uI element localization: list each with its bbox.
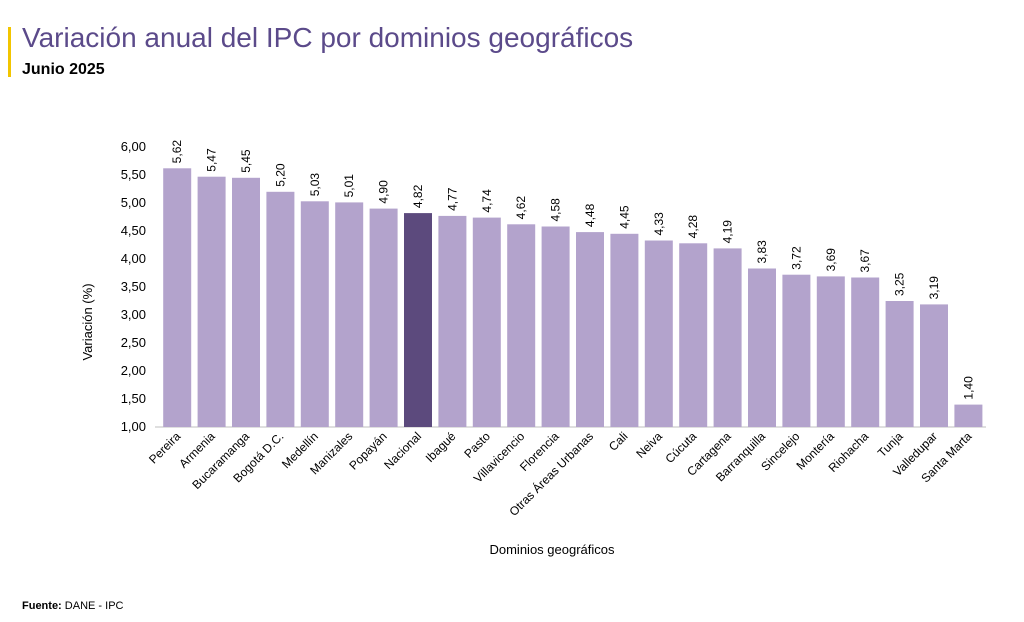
bar [232,177,260,427]
data-labels: 5,62 5,47 5,45 5,20 5,03 5,01 4,90 4,82 4,77 4,74… [170,140,975,400]
bar-value-label: 4,77 [445,187,459,211]
bar [851,277,880,427]
bar [576,232,604,427]
x-tick-label: Cali [606,429,631,454]
bar-value-label: 3,69 [824,248,838,272]
bar [197,176,226,427]
bar-value-label: 5,47 [205,148,219,172]
x-tick-label: Tunja [875,429,906,460]
bar-value-label: 4,82 [411,184,425,208]
title-accent-bar [8,27,11,77]
bar-value-label: 4,62 [514,196,528,220]
bar [610,233,639,427]
bar [713,248,742,427]
bar-value-label: 5,01 [342,174,356,198]
bar-value-label: 3,83 [755,240,769,264]
bar-value-label: 5,45 [239,149,253,173]
bar-value-label: 3,19 [927,276,941,300]
bar-value-label: 4,90 [377,180,391,204]
y-tick-label: 5,50 [121,167,146,182]
source-value: DANE - IPC [64,600,124,612]
bar [782,274,811,427]
bar-value-label: 3,25 [893,272,907,296]
chart-title: Variación anual del IPC por dominios geo… [22,22,634,53]
x-tick-label: Popayán [346,429,389,472]
x-tick-label: Pasto [461,429,493,461]
y-tick-label: 1,00 [121,419,146,434]
source-note: Fuente: DANE - IPC [22,600,123,612]
bar [920,304,948,427]
y-tick-label: 2,00 [121,363,146,378]
bar-value-label: 4,58 [549,198,563,222]
chart-subtitle: Junio 2025 [22,61,105,78]
y-tick-label: 3,50 [121,279,146,294]
bar [266,191,295,427]
bar [644,240,673,427]
source-label: Fuente: [22,600,62,612]
x-tick-label: Sincelejo [758,429,803,474]
bar [954,404,983,427]
x-tick-label: Neiva [633,429,665,461]
bar-value-label: 4,45 [617,205,631,229]
bar [335,202,364,427]
bar [507,224,536,427]
bar-series [163,168,983,428]
chart: 1,00 1,50 2,00 2,50 3,00 3,50 4,00 4,50 5,00 5,50… [80,139,986,557]
y-tick-label: 6,00 [121,139,146,154]
bar-value-label: 4,48 [583,203,597,227]
bar-value-label: 5,20 [273,163,287,187]
y-tick-label: 2,50 [121,335,146,350]
bar [748,268,776,427]
y-tick-label: 5,00 [121,195,146,210]
bar [369,208,398,427]
y-tick-label: 4,50 [121,223,146,238]
bar [679,243,708,427]
bar-value-label: 4,33 [652,212,666,236]
bar [816,276,845,427]
bar [163,168,192,428]
bar-value-label: 5,62 [170,140,184,164]
bar-value-label: 5,03 [308,173,322,197]
x-tick-label: Nacional [381,429,424,472]
y-axis-ticks: 1,00 1,50 2,00 2,50 3,00 3,50 4,00 4,50 5,00 5,50… [121,139,146,434]
bar-value-label: 3,67 [858,249,872,273]
bar-value-label: 3,72 [789,246,803,270]
bar-value-label: 4,74 [480,189,494,213]
y-tick-label: 4,00 [121,251,146,266]
bar [300,201,329,427]
bar-value-label: 4,19 [721,220,735,244]
bar [541,226,570,427]
bar [438,215,467,427]
x-axis-label: Dominios geográficos [489,542,615,557]
bar-value-label: 4,28 [686,215,700,239]
bar [472,217,501,427]
y-tick-label: 3,00 [121,307,146,322]
bar-highlight [404,213,432,427]
y-axis-label: Variación (%) [80,283,95,360]
y-tick-label: 1,50 [121,391,146,406]
bar-value-label: 1,40 [961,376,975,400]
x-tick-label: Ibagué [423,429,459,465]
bar [885,301,914,427]
